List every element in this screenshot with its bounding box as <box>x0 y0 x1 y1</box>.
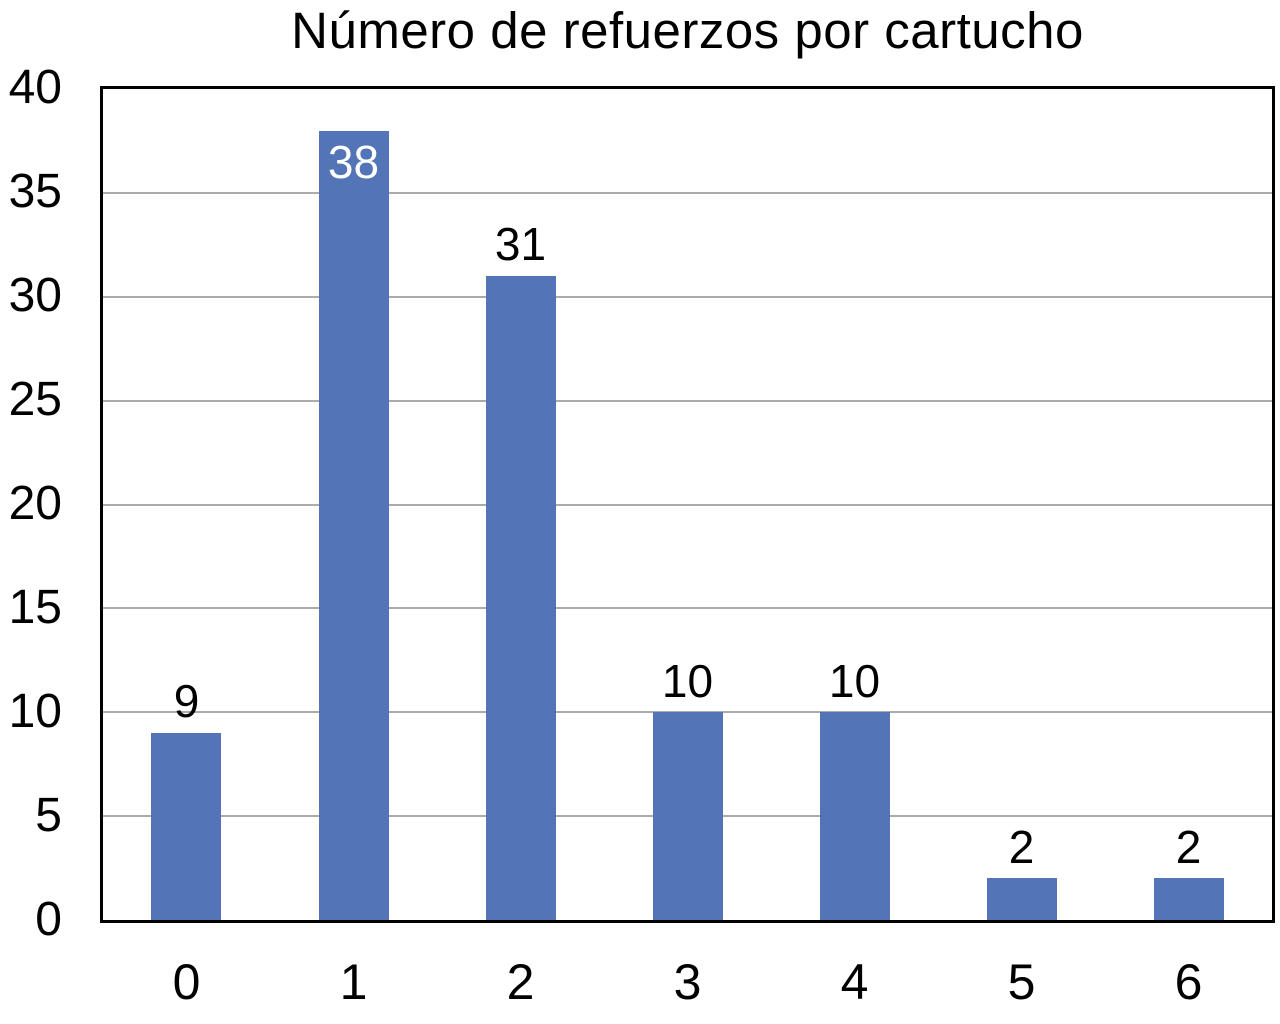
y-tick-label-40: 40 <box>8 61 62 114</box>
gridline <box>103 191 1272 194</box>
y-tick-label-30: 30 <box>8 269 62 322</box>
bar-2 <box>485 275 556 920</box>
x-tick-label-4: 4 <box>840 954 869 1010</box>
bar-0 <box>151 733 222 920</box>
data-label-1: 38 <box>327 135 380 188</box>
y-tick-label-10: 10 <box>8 685 62 738</box>
data-label-2: 31 <box>494 218 547 271</box>
bar-5 <box>986 878 1057 920</box>
gridline <box>103 607 1272 610</box>
bar-3 <box>652 712 723 920</box>
y-tick-label-20: 20 <box>8 477 62 530</box>
y-tick-label-35: 35 <box>8 165 62 218</box>
gridline <box>103 503 1272 506</box>
x-tick-label-6: 6 <box>1174 954 1203 1010</box>
x-tick-label-3: 3 <box>673 954 702 1010</box>
y-axis: 0 5 10 15 20 25 30 35 40 <box>0 64 64 944</box>
x-tick-label-1: 1 <box>339 954 368 1010</box>
chart-title: Número de refuerzos por cartucho <box>291 2 1084 59</box>
data-label-6: 2 <box>1175 820 1202 873</box>
bar-4 <box>819 712 890 920</box>
x-axis: 0 1 2 3 4 5 6 <box>103 955 1272 1019</box>
y-tick-label-5: 5 <box>35 789 62 842</box>
gridline <box>103 399 1272 402</box>
data-label-3: 10 <box>661 654 714 707</box>
y-tick-label-25: 25 <box>8 373 62 426</box>
y-tick-label-0: 0 <box>35 893 62 946</box>
x-tick-label-0: 0 <box>172 954 201 1010</box>
gridline <box>103 295 1272 298</box>
x-tick-label-2: 2 <box>506 954 535 1010</box>
x-tick-label-5: 5 <box>1007 954 1036 1010</box>
data-label-0: 9 <box>173 675 200 728</box>
bar-6 <box>1153 878 1224 920</box>
y-tick-label-15: 15 <box>8 581 62 634</box>
plot-area: 9 38 31 10 10 2 2 <box>100 86 1275 923</box>
data-label-5: 2 <box>1008 820 1035 873</box>
bar-1 <box>318 130 389 920</box>
data-label-4: 10 <box>828 654 881 707</box>
